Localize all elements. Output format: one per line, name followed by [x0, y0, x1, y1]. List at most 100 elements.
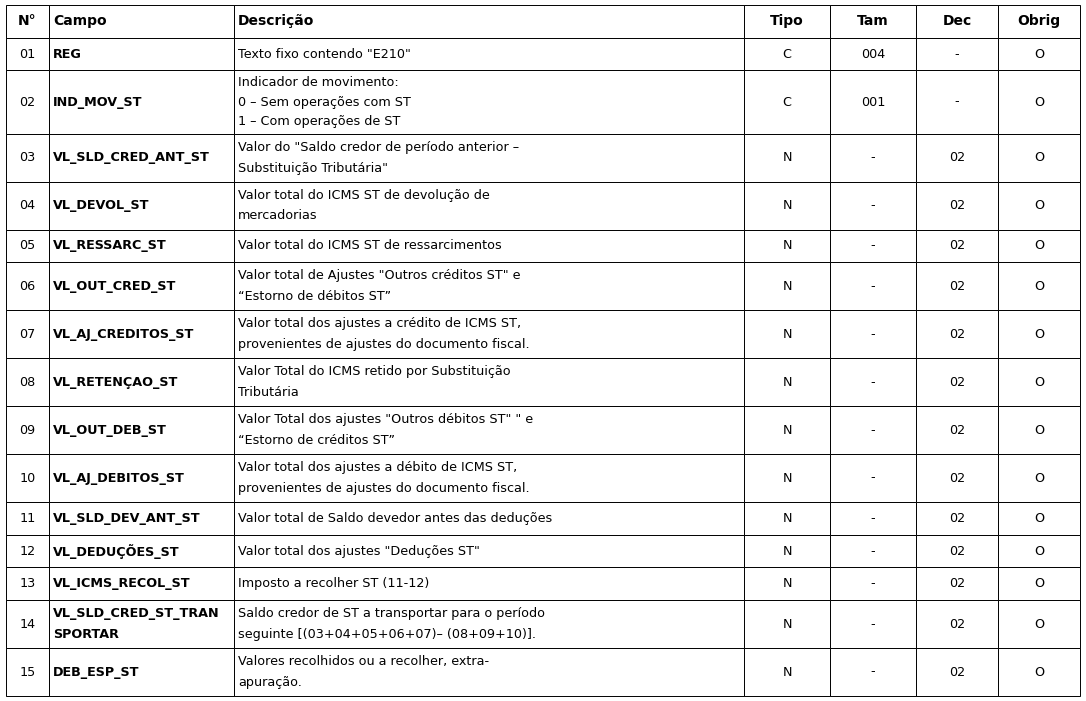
Bar [7, 406, 49, 454]
Text: Indicador de movimento:: Indicador de movimento: [238, 76, 399, 89]
Bar [744, 262, 830, 310]
Text: -: - [871, 151, 875, 164]
Bar [233, 70, 744, 134]
Bar [7, 502, 49, 535]
Text: O: O [1034, 618, 1044, 631]
Text: “Estorno de créditos ST”: “Estorno de créditos ST” [238, 434, 395, 447]
Bar [49, 535, 233, 567]
Text: O: O [1034, 239, 1044, 252]
Bar [830, 535, 915, 567]
Bar [998, 262, 1079, 310]
Text: N: N [782, 545, 792, 557]
Bar [49, 648, 233, 696]
Text: VL_AJ_CREDITOS_ST: VL_AJ_CREDITOS_ST [53, 327, 194, 341]
Bar [233, 648, 744, 696]
Bar [233, 535, 744, 567]
Bar [998, 38, 1079, 70]
Bar [49, 502, 233, 535]
Bar [915, 358, 998, 406]
Text: 02: 02 [949, 376, 965, 388]
Bar [915, 38, 998, 70]
Text: -: - [871, 545, 875, 557]
Text: Valor do "Saldo credor de período anterior –: Valor do "Saldo credor de período anteri… [238, 141, 519, 154]
Bar [915, 70, 998, 134]
Text: “Estorno de débitos ST”: “Estorno de débitos ST” [238, 290, 391, 303]
Bar [830, 70, 915, 134]
Bar [998, 229, 1079, 262]
Text: provenientes de ajustes do documento fiscal.: provenientes de ajustes do documento fis… [238, 482, 530, 495]
Text: REG: REG [53, 48, 81, 60]
Bar [744, 229, 830, 262]
Bar [998, 535, 1079, 567]
Text: 05: 05 [20, 239, 36, 252]
Text: seguinte [(03+04+05+06+07)– (08+09+10)].: seguinte [(03+04+05+06+07)– (08+09+10)]. [238, 628, 536, 641]
Bar [998, 567, 1079, 600]
Text: O: O [1034, 577, 1044, 590]
Bar [998, 454, 1079, 502]
Text: N: N [782, 280, 792, 293]
Bar [830, 406, 915, 454]
Bar [915, 502, 998, 535]
Bar [233, 567, 744, 600]
Text: -: - [871, 618, 875, 631]
Bar [915, 600, 998, 648]
Bar [49, 38, 233, 70]
Bar [7, 38, 49, 70]
Bar [49, 134, 233, 182]
Text: 02: 02 [949, 618, 965, 631]
Text: 02: 02 [949, 472, 965, 484]
Bar [830, 600, 915, 648]
Text: -: - [955, 48, 959, 60]
Text: VL_RETENÇAO_ST: VL_RETENÇAO_ST [53, 376, 178, 388]
Text: Tam: Tam [857, 14, 888, 28]
Bar [915, 535, 998, 567]
Bar [744, 182, 830, 229]
Text: Valor total de Ajustes "Outros créditos ST" e: Valor total de Ajustes "Outros créditos … [238, 269, 520, 283]
Bar [49, 406, 233, 454]
Bar [233, 502, 744, 535]
Text: N: N [782, 199, 792, 212]
Bar [915, 648, 998, 696]
Bar [233, 182, 744, 229]
Bar [830, 567, 915, 600]
Bar [830, 229, 915, 262]
Text: Descrição: Descrição [238, 14, 314, 28]
Bar [7, 229, 49, 262]
Bar [744, 502, 830, 535]
Text: 14: 14 [20, 618, 36, 631]
Text: VL_SLD_DEV_ANT_ST: VL_SLD_DEV_ANT_ST [53, 512, 201, 525]
Text: N: N [782, 376, 792, 388]
Text: N: N [782, 239, 792, 252]
Text: apuração.: apuração. [238, 676, 302, 689]
Text: Valor total de Saldo devedor antes das deduções: Valor total de Saldo devedor antes das d… [238, 512, 553, 525]
Text: 02: 02 [949, 199, 965, 212]
Bar [998, 406, 1079, 454]
Text: 02: 02 [949, 545, 965, 557]
Text: Substituição Tributária": Substituição Tributária" [238, 161, 388, 175]
Text: 02: 02 [949, 280, 965, 293]
Bar [830, 502, 915, 535]
Text: 08: 08 [20, 376, 36, 388]
Text: N: N [782, 472, 792, 484]
Bar [744, 70, 830, 134]
Text: mercadorias: mercadorias [238, 210, 317, 222]
Text: 06: 06 [20, 280, 36, 293]
Text: 02: 02 [949, 665, 965, 679]
Text: VL_ICMS_RECOL_ST: VL_ICMS_RECOL_ST [53, 577, 191, 590]
Text: 11: 11 [20, 512, 36, 525]
Bar [7, 358, 49, 406]
Text: N: N [782, 665, 792, 679]
Text: VL_RESSARC_ST: VL_RESSARC_ST [53, 239, 167, 252]
Bar [915, 567, 998, 600]
Bar [233, 229, 744, 262]
Text: Tipo: Tipo [770, 14, 804, 28]
Bar [998, 5, 1079, 38]
Bar [233, 600, 744, 648]
Text: O: O [1034, 280, 1044, 293]
Bar [915, 406, 998, 454]
Text: VL_AJ_DEBITOS_ST: VL_AJ_DEBITOS_ST [53, 472, 185, 484]
Text: O: O [1034, 545, 1044, 557]
Text: 02: 02 [949, 577, 965, 590]
Text: 02: 02 [949, 239, 965, 252]
Bar [830, 358, 915, 406]
